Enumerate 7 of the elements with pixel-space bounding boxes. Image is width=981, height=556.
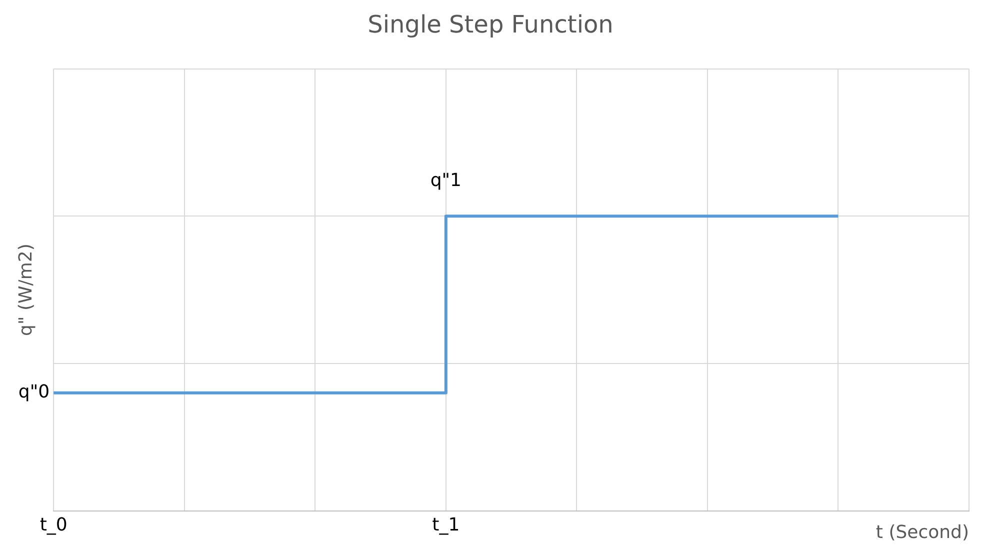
x-axis-title: t (Second) bbox=[876, 522, 969, 543]
annotation: q"1 bbox=[430, 170, 462, 191]
x-tick-label: t_0 bbox=[40, 514, 68, 536]
annotation: q"0 bbox=[18, 382, 50, 403]
y-axis-title: q" (W/m2) bbox=[15, 244, 36, 336]
x-tick-label: t_1 bbox=[432, 514, 460, 536]
chart-title: Single Step Function bbox=[368, 10, 614, 39]
